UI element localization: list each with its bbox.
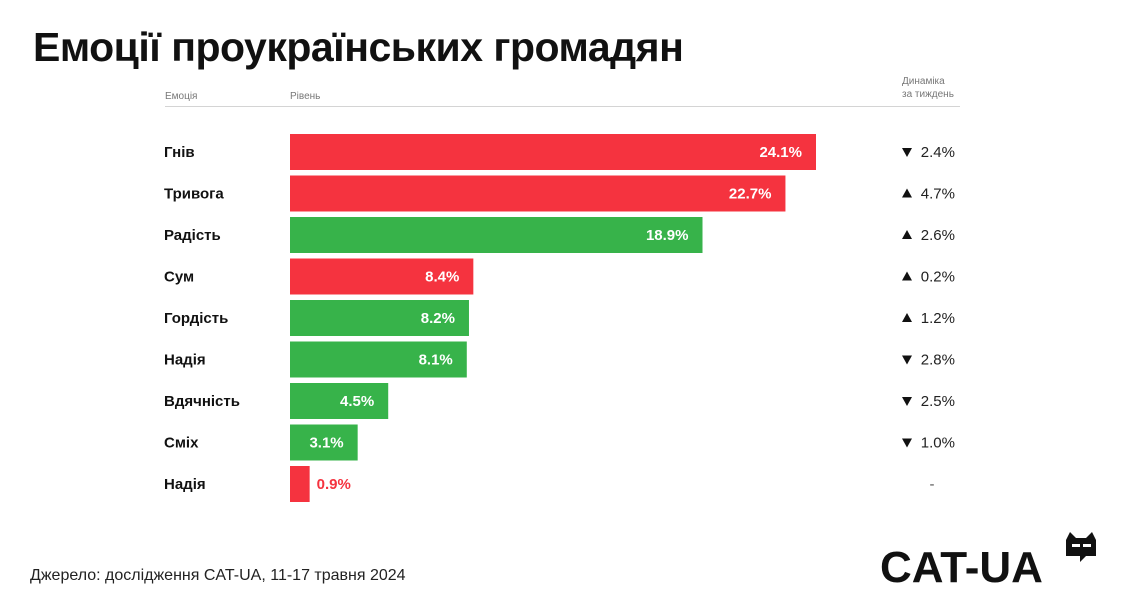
category-label: Тривога [164,186,224,203]
weekly-change-value: 0.2% [921,269,955,286]
bar-value-label: 4.5% [340,393,374,410]
bar [290,383,389,419]
column-header-dynamics-line1: Динаміка [902,76,945,87]
triangle-down-icon [902,438,912,448]
weekly-change-value: 2.8% [921,352,955,369]
weekly-change-value: 2.4% [921,144,955,161]
bar-value-label: 8.1% [419,352,453,369]
weekly-change-value: 2.5% [921,393,955,410]
bar [290,341,467,378]
header-divider [165,106,960,107]
cat-ua-logo: CAT-UA [880,532,1105,592]
bar [290,300,469,336]
triangle-down-icon [902,397,912,406]
bar-value-label: 18.9% [646,227,689,244]
triangle-up-icon [902,313,912,322]
category-label: Гнів [164,144,195,161]
weekly-change-value: 1.0% [921,435,955,452]
category-label: Сміх [164,435,199,452]
triangle-up-icon [902,188,912,198]
bar-value-label: 0.9% [317,476,351,493]
weekly-change-value: 4.7% [921,186,955,203]
weekly-change-value: - [930,476,935,493]
bar [290,258,474,295]
bar [290,466,310,502]
bar-value-label: 8.4% [425,269,459,286]
bar-value-label: 24.1% [759,144,802,161]
source-note: Джерело: дослідження CAT-UA, 11-17 травн… [30,567,406,584]
weekly-change-value: 2.6% [921,227,955,244]
bar [290,217,703,253]
category-label: Надія [164,476,206,493]
column-header-emotion: Емоція [165,91,198,102]
category-label: Гордість [164,310,228,327]
triangle-down-icon [902,148,912,157]
cat-head-icon [1066,532,1096,562]
category-label: Сум [164,269,194,286]
bar [290,175,786,212]
column-header-level: Рівень [290,91,321,102]
bar-value-label: 8.2% [421,310,455,327]
triangle-up-icon [902,230,912,239]
weekly-change-value: 1.2% [921,310,955,327]
triangle-up-icon [902,271,912,281]
triangle-down-icon [902,355,912,365]
category-label: Надія [164,352,206,369]
bar [290,424,358,461]
bar-value-label: 3.1% [309,435,343,452]
logo-wordmark: CAT-UA [880,543,1043,587]
column-header-dynamics: Динаміка за тиждень [902,75,982,101]
column-header-dynamics-line2: за тиждень [902,89,954,100]
category-label: Радість [164,227,221,244]
category-label: Вдячність [164,393,240,410]
chart-title: Емоції проукраїнських громадян [33,24,684,70]
bar [290,134,816,170]
bar-value-label: 22.7% [729,186,772,203]
